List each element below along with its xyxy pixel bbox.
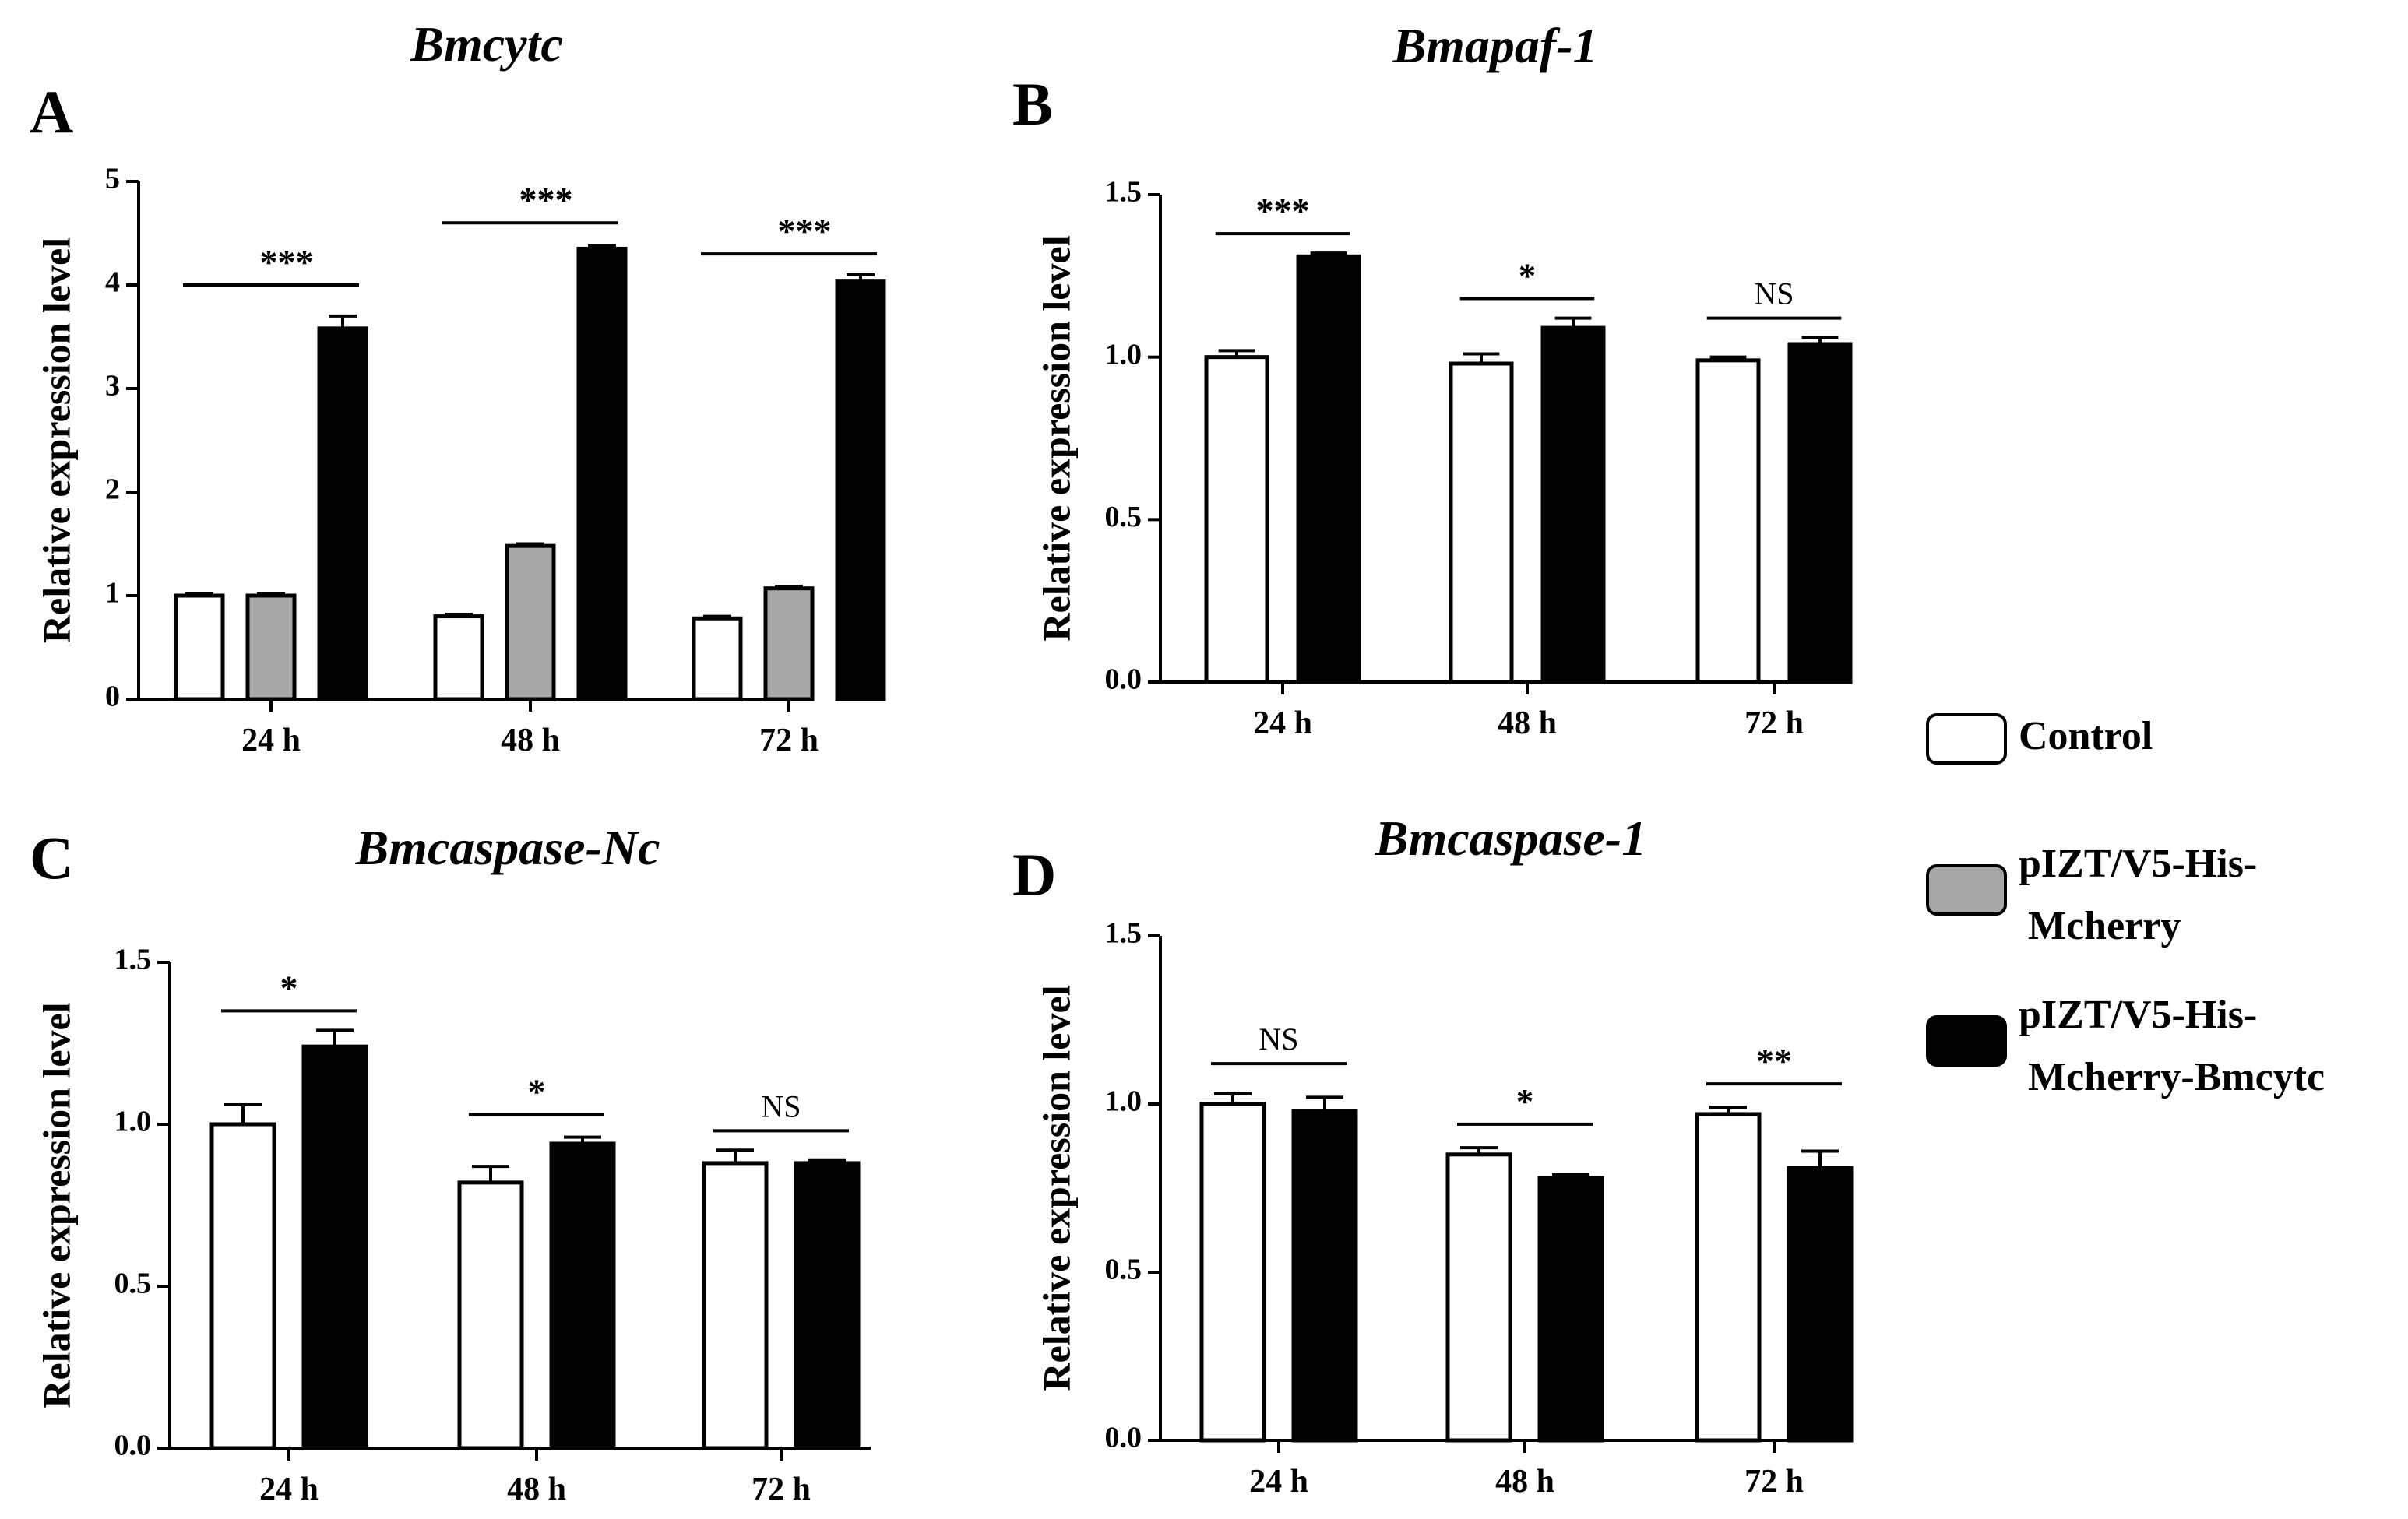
significance-label: *** (778, 211, 832, 251)
x-tick-label: 24 h (259, 1472, 319, 1507)
bar-control (433, 614, 484, 701)
legend-label: Mcherry (2028, 904, 2181, 948)
panel-letter: C (30, 824, 73, 891)
significance-label: *** (260, 242, 314, 282)
x-tick-label: 72 h (759, 723, 819, 758)
x-tick-label: 72 h (1744, 1464, 1804, 1500)
y-tick-label: 5 (105, 163, 120, 195)
bar-pizt-v5-his-mcherry (763, 586, 815, 701)
y-tick-label: 0.0 (114, 1429, 152, 1462)
bar-control (1199, 1102, 1266, 1443)
legend-swatch (1926, 713, 2007, 765)
y-axis-label: Relative expression level (1034, 235, 1078, 641)
bar-pizt-v5-his-mcherry-bmcytc (1540, 325, 1606, 684)
chart-title: Bmapaf-1 (1392, 18, 1597, 73)
significance-label: *** (519, 180, 573, 220)
bar-pizt-v5-his-mcherry-bmcytc (1787, 1166, 1854, 1443)
y-tick-label: 0 (105, 680, 120, 713)
panel-c: C Bmcaspase-Nc Relative expression level 0.… (30, 820, 871, 1507)
significance-label: * (280, 968, 298, 1007)
bar-control (1449, 361, 1514, 684)
x-tick-label: 48 h (1498, 705, 1557, 741)
significance-label: NS (1259, 1021, 1298, 1057)
panel-d: D Bmcaspase-1 Relative expression level 0.0… (1012, 810, 1854, 1500)
legend-item: pIZT/V5-His- Mcherry-Bmcytc (1926, 993, 2325, 1099)
x-tick-label: 24 h (1249, 1464, 1308, 1500)
legend-swatch (1926, 1015, 2007, 1067)
bar-pizt-v5-his-mcherry-bmcytc (1291, 1109, 1358, 1443)
panel-letter: D (1012, 841, 1056, 909)
y-tick-label: 3 (105, 370, 120, 403)
y-tick-label: 4 (105, 266, 120, 299)
x-tick-label: 24 h (241, 723, 301, 758)
chart-title: Bmcaspase-1 (1375, 810, 1646, 866)
significance-label: NS (761, 1088, 801, 1123)
y-tick-label: 1.0 (114, 1106, 152, 1138)
significance-label: * (1519, 256, 1537, 296)
legend-item: Control (1926, 713, 2153, 765)
panel-letter: B (1012, 70, 1053, 138)
panel-letter: A (30, 78, 73, 146)
x-tick-label: 48 h (501, 723, 560, 758)
bar-pizt-v5-his-mcherry-bmcytc (835, 279, 886, 701)
bar-pizt-v5-his-mcherry-bmcytc (576, 246, 628, 701)
bar-pizt-v5-his-mcherry-bmcytc (549, 1141, 616, 1450)
y-tick-label: 0.0 (1105, 1422, 1142, 1454)
panel-b: B Bmapaf-1 Relative expression level 0.0 0.5… (1012, 18, 1853, 741)
y-tick-label: 1.0 (1105, 338, 1142, 371)
y-tick-label: 0.5 (1105, 1254, 1142, 1286)
legend-label: pIZT/V5-His- (2019, 993, 2257, 1037)
bar-control (692, 616, 743, 701)
bar-pizt-v5-his-mcherry-bmcytc (1787, 342, 1853, 684)
y-tick-label: 1.5 (1105, 176, 1142, 209)
bar-pizt-v5-his-mcherry-bmcytc (1537, 1176, 1604, 1443)
y-axis-label: Relative expression level (34, 1002, 78, 1408)
x-tick-label: 24 h (1253, 705, 1312, 741)
y-tick-label: 0.0 (1105, 663, 1142, 696)
chart-title: Bmcaspase-Nc (354, 820, 660, 875)
legend-label: pIZT/V5-His- (2019, 842, 2257, 886)
legend-item: pIZT/V5-His- Mcherry (1926, 842, 2257, 948)
bar-pizt-v5-his-mcherry (245, 593, 297, 701)
bar-control (457, 1180, 524, 1450)
y-tick-label: 1.5 (114, 944, 152, 976)
bar-control (1204, 355, 1269, 684)
y-tick-label: 2 (105, 473, 120, 506)
bar-control (174, 593, 225, 701)
bar-control (1445, 1152, 1512, 1443)
x-tick-label: 48 h (507, 1472, 566, 1507)
legend-swatch (1926, 864, 2007, 916)
y-axis-label: Relative expression level (34, 237, 78, 643)
significance-label: *** (1256, 191, 1310, 230)
bar-control (702, 1161, 769, 1450)
bar-pizt-v5-his-mcherry (505, 543, 556, 701)
bar-control (209, 1122, 276, 1450)
bar-pizt-v5-his-mcherry-bmcytc (317, 326, 368, 701)
bar-pizt-v5-his-mcherry-bmcytc (794, 1161, 861, 1450)
bar-control (1695, 358, 1761, 684)
y-tick-label: 0.5 (1105, 501, 1142, 533)
x-tick-label: 72 h (1744, 705, 1804, 741)
y-tick-label: 1.5 (1105, 917, 1142, 950)
legend-label: Control (2019, 714, 2153, 758)
legend-label: Mcherry-Bmcytc (2028, 1055, 2325, 1099)
y-tick-label: 0.5 (114, 1268, 152, 1300)
y-tick-label: 1 (105, 577, 120, 610)
bar-control (1695, 1112, 1762, 1443)
significance-label: * (1516, 1081, 1534, 1121)
bar-pizt-v5-his-mcherry-bmcytc (301, 1044, 368, 1450)
chart-title: Bmcytc (410, 16, 562, 72)
significance-label: ** (1756, 1041, 1792, 1081)
legend: Control pIZT/V5-His- Mcherry pIZT/V5-His- Mc… (1926, 713, 2325, 1099)
x-tick-label: 72 h (752, 1472, 811, 1507)
significance-label: NS (1754, 276, 1794, 311)
panel-a: A Bmcytc Relative expression level 0 1 2 3 4 5 24… (30, 16, 886, 758)
bar-pizt-v5-his-mcherry-bmcytc (1296, 254, 1361, 684)
x-tick-label: 48 h (1495, 1464, 1554, 1500)
y-axis-label: Relative expression level (1034, 985, 1078, 1391)
significance-label: * (528, 1072, 546, 1112)
y-tick-label: 1.0 (1105, 1085, 1142, 1118)
